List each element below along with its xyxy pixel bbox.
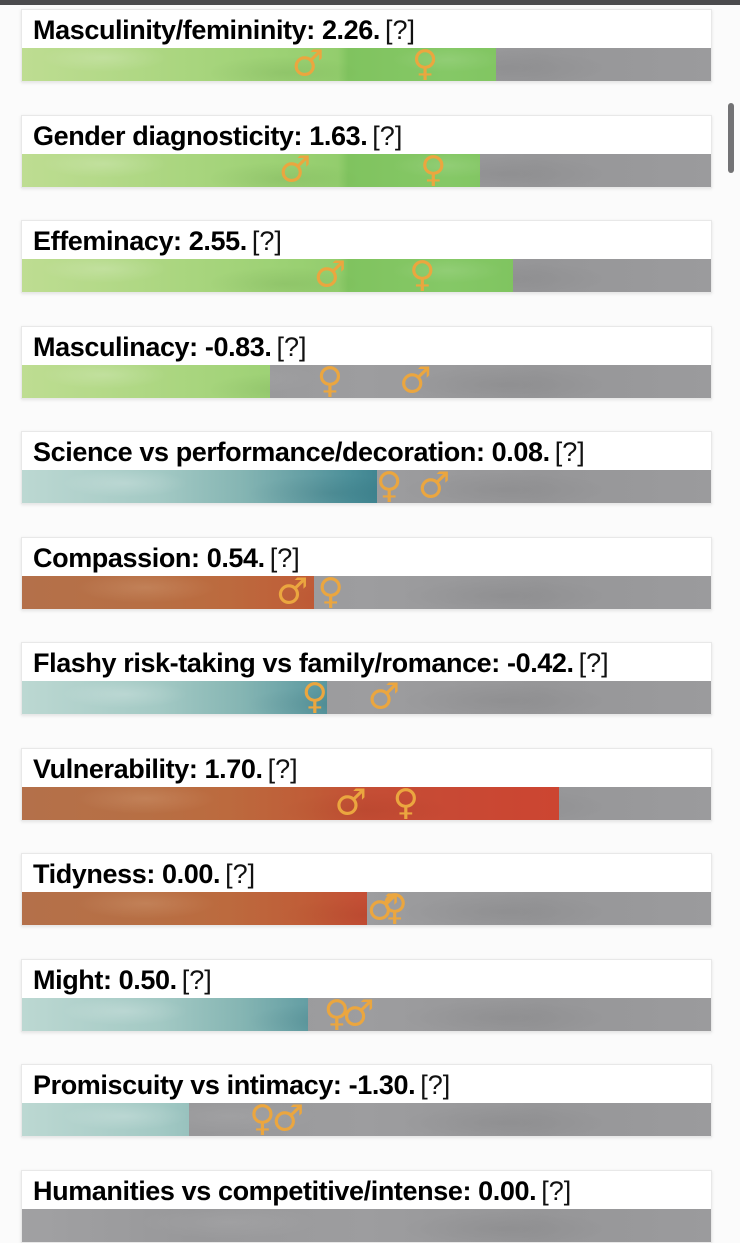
trait-label: Might: 0.50.	[33, 964, 177, 995]
help-link[interactable]: [?]	[578, 648, 609, 678]
help-link[interactable]: [?]	[372, 120, 403, 151]
trait-heading: Might: 0.50. [?]	[22, 960, 711, 998]
male-icon: ♂	[342, 992, 375, 1034]
trait-label: Vulnerability: 1.70.	[33, 753, 263, 784]
trait-label: Flashy risk-taking vs family/romance: -0…	[33, 648, 574, 678]
female-icon: ♀	[317, 570, 344, 612]
help-link[interactable]: [?]	[181, 964, 212, 995]
score-bar: ♂ ♀	[22, 887, 711, 929]
score-bar: ♀ ♂	[22, 992, 711, 1034]
trait-heading: Gender diagnosticity: 1.63. [?]	[22, 116, 711, 154]
help-link[interactable]: [?]	[267, 753, 298, 784]
trait-label: Compassion: 0.54.	[33, 542, 265, 573]
trait-heading: Flashy risk-taking vs family/romance: -0…	[22, 643, 711, 681]
trait-card: Promiscuity vs intimacy: -1.30. [?] ♀ ♂	[21, 1064, 712, 1137]
trait-card: Masculinacy: -0.83. [?] ♀ ♂	[21, 325, 712, 401]
help-link[interactable]: [?]	[554, 437, 585, 467]
male-icon: ♂	[366, 887, 400, 929]
top-edge-bar	[0, 0, 740, 5]
trait-heading: Humanities vs competitive/intense: 0.00.…	[22, 1171, 711, 1209]
trait-heading: Masculinacy: -0.83. [?]	[22, 327, 711, 365]
trait-card: Might: 0.50. [?] ♀ ♂	[21, 958, 712, 1034]
female-icon: ♀	[376, 465, 403, 507]
female-icon: ♀	[381, 887, 408, 929]
trait-heading: Science vs performance/decoration: 0.08.…	[22, 432, 711, 470]
trait-label: Tidyness: 0.00.	[33, 859, 221, 889]
score-bar: ♂ ♀	[22, 46, 711, 82]
trait-card: Flashy risk-taking vs family/romance: -0…	[21, 642, 712, 715]
score-bar: ♀ ♂	[22, 359, 711, 401]
score-bar-fill	[22, 153, 481, 187]
trait-card: Effeminacy: 2.55. [?] ♂ ♀	[21, 220, 712, 293]
trait-card: Masculinity/femininity: 2.26. [?] ♂ ♀	[21, 9, 712, 82]
trait-heading: Tidyness: 0.00. [?]	[22, 854, 711, 892]
female-icon: ♀	[323, 992, 351, 1034]
score-bar-fill	[22, 470, 377, 503]
help-link[interactable]: [?]	[276, 331, 307, 362]
trait-card: Gender diagnosticity: 1.63. [?] ♂ ♀	[21, 114, 712, 188]
help-link[interactable]: [?]	[251, 226, 282, 256]
trait-label: Promiscuity vs intimacy: -1.30.	[33, 1070, 416, 1100]
score-bar: ♂ ♀	[22, 151, 711, 187]
trait-card: Tidyness: 0.00. [?] ♂ ♀	[21, 853, 712, 926]
score-bar-fill	[22, 997, 308, 1031]
trait-card: Science vs performance/decoration: 0.08.…	[21, 431, 712, 504]
help-link[interactable]: [?]	[420, 1070, 451, 1100]
score-bar-fill	[22, 364, 271, 398]
trait-card: Humanities vs competitive/intense: 0.00.…	[21, 1169, 712, 1243]
trait-label: Masculinacy: -0.83.	[33, 331, 272, 362]
trait-label: Masculinity/femininity: 2.26.	[33, 15, 380, 45]
trait-card: Compassion: 0.54. [?] ♂ ♀	[21, 536, 712, 612]
help-link[interactable]: [?]	[225, 859, 256, 889]
trait-heading: Effeminacy: 2.55. [?]	[22, 221, 711, 259]
male-icon: ♂	[399, 359, 432, 401]
female-icon: ♀	[249, 1098, 276, 1140]
male-icon: ♂	[271, 1098, 305, 1140]
male-icon: ♂	[367, 676, 400, 718]
score-bar: ♂ ♀	[22, 257, 711, 293]
trait-heading: Promiscuity vs intimacy: -1.30. [?]	[22, 1065, 711, 1103]
score-bar-fill	[22, 575, 315, 609]
trait-card: Vulnerability: 1.70. [?] ♂ ♀	[21, 747, 712, 821]
score-bar: ♀ ♂	[22, 676, 711, 718]
trait-heading: Masculinity/femininity: 2.26. [?]	[22, 10, 711, 48]
score-bar-fill	[22, 892, 368, 925]
trait-label: Science vs performance/decoration: 0.08.	[33, 437, 550, 467]
trait-label: Gender diagnosticity: 1.63.	[33, 120, 368, 151]
score-bar	[22, 1208, 711, 1242]
score-bar-fill	[22, 48, 497, 81]
score-bar-fill	[22, 259, 513, 292]
score-bar-fill	[22, 1103, 189, 1136]
trait-heading: Vulnerability: 1.70. [?]	[22, 749, 711, 787]
scrollbar-thumb[interactable]	[728, 103, 734, 173]
female-icon: ♀	[316, 359, 344, 401]
score-bar: ♂ ♀	[22, 570, 711, 612]
help-link[interactable]: [?]	[385, 15, 416, 45]
trait-label: Humanities vs competitive/intense: 0.00.	[33, 1175, 537, 1206]
help-link[interactable]: [?]	[269, 542, 300, 573]
score-bar: ♂ ♀	[22, 784, 711, 820]
trait-label: Effeminacy: 2.55.	[33, 226, 247, 256]
male-icon: ♂	[417, 465, 451, 507]
score-bar: ♀ ♂	[22, 465, 711, 507]
score-bar: ♀ ♂	[22, 1098, 711, 1140]
score-bar-fill	[22, 681, 328, 714]
help-link[interactable]: [?]	[541, 1175, 572, 1206]
score-bar-fill	[22, 786, 559, 820]
trait-heading: Compassion: 0.54. [?]	[22, 538, 711, 576]
